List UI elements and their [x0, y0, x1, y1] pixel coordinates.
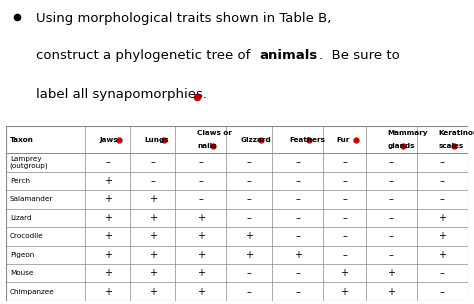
- Text: –: –: [295, 287, 300, 297]
- Text: –: –: [389, 231, 394, 241]
- Text: construct a phylogenetic tree of: construct a phylogenetic tree of: [36, 49, 254, 62]
- Text: +: +: [438, 213, 447, 223]
- Text: +: +: [340, 268, 348, 278]
- Text: –: –: [295, 231, 300, 241]
- Text: –: –: [198, 176, 203, 186]
- Text: +: +: [438, 250, 447, 260]
- Text: Chimpanzee: Chimpanzee: [10, 289, 55, 295]
- Text: –: –: [247, 268, 252, 278]
- Text: +: +: [104, 213, 112, 223]
- Text: Fur: Fur: [336, 137, 349, 143]
- Text: Jaws: Jaws: [100, 137, 118, 143]
- Text: +: +: [149, 268, 157, 278]
- Text: –: –: [295, 195, 300, 204]
- Text: .  Be sure to: . Be sure to: [319, 49, 399, 62]
- Text: Mouse: Mouse: [10, 270, 33, 276]
- Text: +: +: [104, 195, 112, 204]
- Text: Lizard: Lizard: [10, 215, 31, 221]
- Text: –: –: [389, 250, 394, 260]
- Text: nails: nails: [197, 143, 217, 149]
- Text: +: +: [438, 231, 447, 241]
- Text: –: –: [440, 157, 445, 168]
- Text: +: +: [104, 231, 112, 241]
- Text: +: +: [149, 195, 157, 204]
- Text: Keratinous: Keratinous: [438, 130, 474, 136]
- Text: –: –: [389, 213, 394, 223]
- Text: –: –: [389, 195, 394, 204]
- Text: Perch: Perch: [10, 178, 30, 184]
- Text: –: –: [389, 176, 394, 186]
- Text: –: –: [295, 176, 300, 186]
- Text: +: +: [387, 268, 395, 278]
- Text: +: +: [387, 287, 395, 297]
- Text: +: +: [197, 231, 205, 241]
- Text: animals: animals: [260, 49, 318, 62]
- Text: Feathers: Feathers: [290, 137, 326, 143]
- Text: +: +: [149, 287, 157, 297]
- Text: –: –: [440, 287, 445, 297]
- Text: –: –: [342, 250, 347, 260]
- Text: –: –: [342, 213, 347, 223]
- Text: scales: scales: [438, 143, 464, 149]
- Text: +: +: [197, 250, 205, 260]
- Text: –: –: [295, 268, 300, 278]
- Text: –: –: [247, 176, 252, 186]
- Text: +: +: [245, 250, 253, 260]
- Text: –: –: [105, 157, 110, 168]
- Text: +: +: [245, 231, 253, 241]
- Text: –: –: [150, 176, 155, 186]
- Text: –: –: [342, 195, 347, 204]
- Text: glands: glands: [388, 143, 415, 149]
- Text: Crocodile: Crocodile: [10, 233, 44, 239]
- Text: Gizzard: Gizzard: [241, 137, 272, 143]
- Text: –: –: [440, 268, 445, 278]
- Text: +: +: [340, 287, 348, 297]
- Text: +: +: [149, 231, 157, 241]
- Text: –: –: [389, 157, 394, 168]
- Text: +: +: [104, 176, 112, 186]
- Text: +: +: [149, 213, 157, 223]
- Text: –: –: [198, 157, 203, 168]
- Text: –: –: [295, 213, 300, 223]
- Text: +: +: [104, 287, 112, 297]
- Text: Lamprey
(outgroup): Lamprey (outgroup): [10, 156, 48, 169]
- Text: –: –: [247, 213, 252, 223]
- Text: –: –: [247, 195, 252, 204]
- Text: Taxon: Taxon: [10, 137, 34, 143]
- Text: Mammary: Mammary: [388, 130, 428, 136]
- Text: –: –: [247, 157, 252, 168]
- Text: –: –: [440, 195, 445, 204]
- Text: Lungs: Lungs: [145, 137, 169, 143]
- Text: –: –: [342, 231, 347, 241]
- Text: Pigeon: Pigeon: [10, 252, 34, 258]
- Text: –: –: [198, 195, 203, 204]
- Text: –: –: [150, 157, 155, 168]
- Text: –: –: [295, 157, 300, 168]
- Text: –: –: [342, 157, 347, 168]
- Text: +: +: [197, 287, 205, 297]
- Text: –: –: [247, 287, 252, 297]
- Text: –: –: [342, 176, 347, 186]
- Text: +: +: [104, 268, 112, 278]
- Text: +: +: [294, 250, 302, 260]
- Text: +: +: [197, 268, 205, 278]
- Text: +: +: [104, 250, 112, 260]
- Text: +: +: [197, 213, 205, 223]
- Text: Using morphological traits shown in Table B,: Using morphological traits shown in Tabl…: [36, 12, 331, 25]
- Text: label all synapomorphies.: label all synapomorphies.: [36, 88, 207, 101]
- Text: Salamander: Salamander: [10, 196, 53, 202]
- Text: +: +: [149, 250, 157, 260]
- Text: –: –: [440, 176, 445, 186]
- Text: Claws or: Claws or: [197, 130, 232, 136]
